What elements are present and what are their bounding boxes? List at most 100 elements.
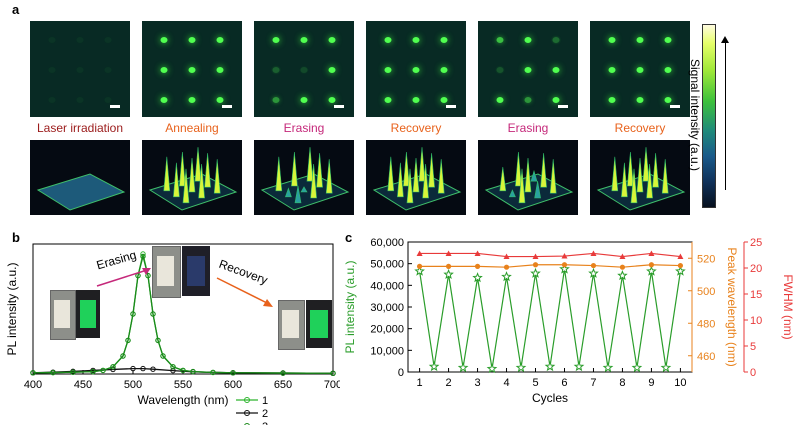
fluorescence-spot xyxy=(636,37,644,43)
recovery-arrow xyxy=(216,277,273,307)
3d-peak xyxy=(198,163,205,199)
3d-peak xyxy=(194,147,202,182)
x-tick-label: 600 xyxy=(224,379,242,391)
x-tick-label: 1 xyxy=(417,377,423,389)
right2-y-tick-label: 5 xyxy=(750,341,756,353)
data-point xyxy=(150,366,156,372)
data-point xyxy=(590,250,597,256)
fluorescence-spot xyxy=(48,37,56,43)
3d-peak xyxy=(204,153,211,188)
fluorescence-spot xyxy=(160,67,168,73)
fluorescence-spot xyxy=(636,97,644,103)
3d-peak xyxy=(163,156,171,192)
data-point xyxy=(180,367,186,374)
data-point xyxy=(445,250,452,256)
fluorescence-spot xyxy=(160,37,168,43)
legend-label: 3 xyxy=(262,421,268,425)
panel-label-b: b xyxy=(12,230,20,245)
fluorescence-spot xyxy=(440,97,448,103)
x-tick-label: 9 xyxy=(648,377,654,389)
left-y-tick-label: 40,000 xyxy=(370,280,404,292)
erasing-arrow xyxy=(96,268,151,287)
3d-peak xyxy=(418,147,426,182)
fluorescence-spot xyxy=(524,67,532,73)
data-point xyxy=(155,337,161,344)
x-tick-label: 2 xyxy=(446,377,452,389)
data-point xyxy=(125,337,131,344)
colorbar-arrowhead xyxy=(721,36,729,43)
data-point xyxy=(30,370,36,376)
3d-peak xyxy=(397,162,404,198)
fluorescence-spot xyxy=(496,97,504,103)
fluorescence-spot xyxy=(608,67,616,73)
data-point xyxy=(677,262,684,269)
fluorescence-spot xyxy=(104,67,112,73)
x-tick-label: 500 xyxy=(124,379,142,391)
3d-peak xyxy=(611,156,619,192)
data-point xyxy=(110,364,116,370)
fluorescence-spot xyxy=(412,97,420,103)
x-tick-label: 400 xyxy=(24,379,42,391)
inset-photo-1 xyxy=(50,290,100,340)
colorbar-arrow xyxy=(725,40,726,190)
data-point xyxy=(130,311,136,317)
colorbar-label: Signal intensity (a.u.) xyxy=(688,58,702,172)
fluorescence-spot xyxy=(76,67,84,73)
inset-photo-3 xyxy=(278,300,332,350)
data-point xyxy=(474,250,481,256)
fluorescence-spot xyxy=(552,37,560,43)
scale-bar xyxy=(110,105,120,108)
fluorescence-tile xyxy=(254,21,354,117)
3d-peak xyxy=(515,151,522,187)
left-y-tick-label: 10,000 xyxy=(370,345,404,357)
fluorescence-spot xyxy=(440,67,448,73)
fluorescence-spot xyxy=(524,97,532,103)
fluorescence-spot xyxy=(216,97,224,103)
data-point xyxy=(428,361,440,372)
3d-peak xyxy=(406,168,414,204)
data-point xyxy=(416,263,423,269)
fluorescence-spot xyxy=(272,37,280,43)
series-line xyxy=(418,268,682,369)
3d-peak xyxy=(173,162,180,198)
data-point xyxy=(617,270,628,281)
fluorescence-spot xyxy=(188,37,196,43)
series-line xyxy=(32,253,334,374)
plot-frame xyxy=(407,241,693,373)
x-tick-label: 10 xyxy=(674,377,686,389)
data-point xyxy=(544,361,556,372)
3d-peak xyxy=(428,153,435,188)
3d-intensity-map xyxy=(366,140,466,215)
3d-peak xyxy=(412,157,420,193)
3d-peak xyxy=(621,162,628,198)
3d-peak xyxy=(284,187,292,198)
right1-y-tick-label: 480 xyxy=(697,318,715,330)
fluorescence-tile xyxy=(590,21,690,117)
right2-y-tick-label: 10 xyxy=(750,315,762,327)
3d-peak xyxy=(310,163,317,199)
data-point xyxy=(677,253,684,260)
x-tick-label: 650 xyxy=(274,379,292,391)
3d-peak xyxy=(530,169,538,182)
fluorescence-spot xyxy=(524,37,532,43)
data-point xyxy=(50,369,56,376)
x-tick-label: 4 xyxy=(503,377,509,389)
scale-bar xyxy=(670,105,680,108)
3d-intensity-map xyxy=(590,140,690,215)
fluorescence-spot xyxy=(76,97,84,103)
3d-peak xyxy=(642,147,650,182)
panel-label-a: a xyxy=(12,2,20,17)
data-point xyxy=(414,265,425,276)
right1-y-tick-label: 520 xyxy=(697,253,715,265)
data-point xyxy=(130,365,136,372)
fluorescence-tile xyxy=(142,21,242,117)
3d-peak xyxy=(524,157,532,193)
data-point xyxy=(150,311,156,317)
data-point xyxy=(230,370,236,376)
x-tick-label: 450 xyxy=(74,379,92,391)
fluorescence-spot xyxy=(272,67,280,73)
data-point xyxy=(100,367,106,374)
data-point xyxy=(675,265,686,276)
data-point xyxy=(646,265,657,276)
fluorescence-spot xyxy=(216,67,224,73)
